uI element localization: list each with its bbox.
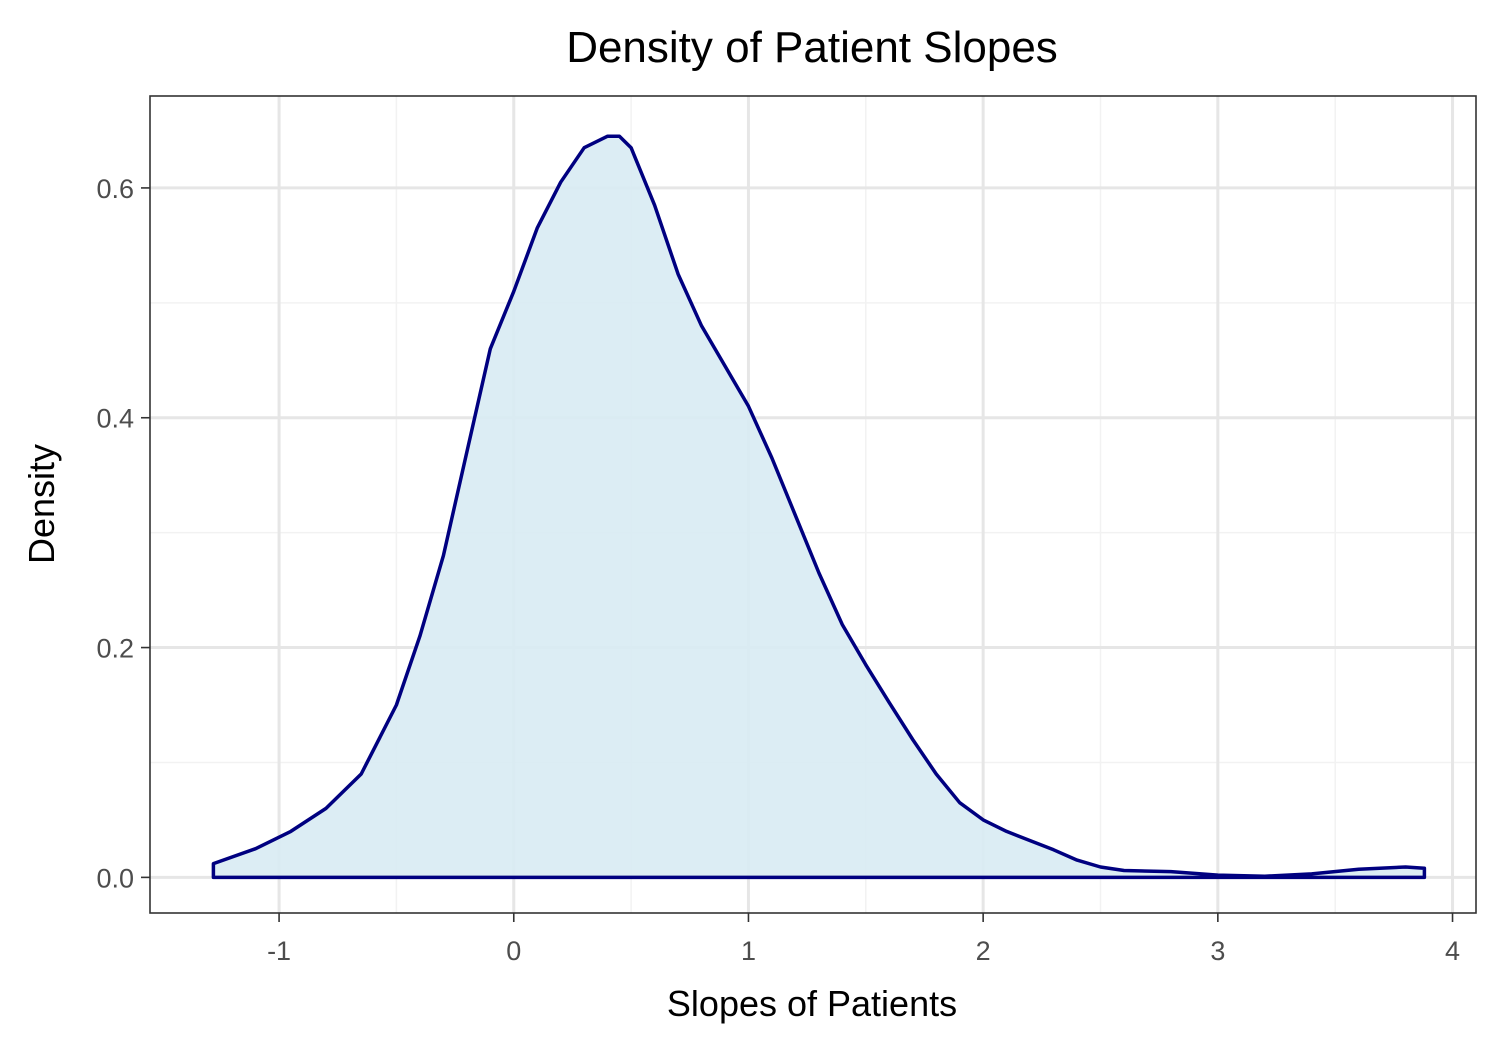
x-axis-title: Slopes of Patients xyxy=(667,983,957,1024)
y-tick-label: 0.0 xyxy=(96,863,134,893)
x-tick-label: 0 xyxy=(506,936,521,966)
y-axis: 0.0 0.2 0.4 0.6 xyxy=(96,174,150,893)
x-axis: -1 0 1 2 3 4 xyxy=(267,913,1460,966)
x-tick-label: 4 xyxy=(1445,936,1460,966)
y-axis-title: Density xyxy=(21,444,62,564)
y-tick-label: 0.6 xyxy=(96,174,134,204)
x-tick-label: -1 xyxy=(267,936,291,966)
panel-border xyxy=(149,95,1477,914)
density-curve-group xyxy=(211,134,1427,880)
y-tick-label: 0.4 xyxy=(96,404,134,434)
x-tick-label: 3 xyxy=(1210,936,1225,966)
chart-title: Density of Patient Slopes xyxy=(566,23,1058,72)
density-area xyxy=(211,134,1427,880)
x-tick-label: 2 xyxy=(976,936,991,966)
y-tick-label: 0.2 xyxy=(96,634,134,664)
x-tick-label: 1 xyxy=(741,936,756,966)
